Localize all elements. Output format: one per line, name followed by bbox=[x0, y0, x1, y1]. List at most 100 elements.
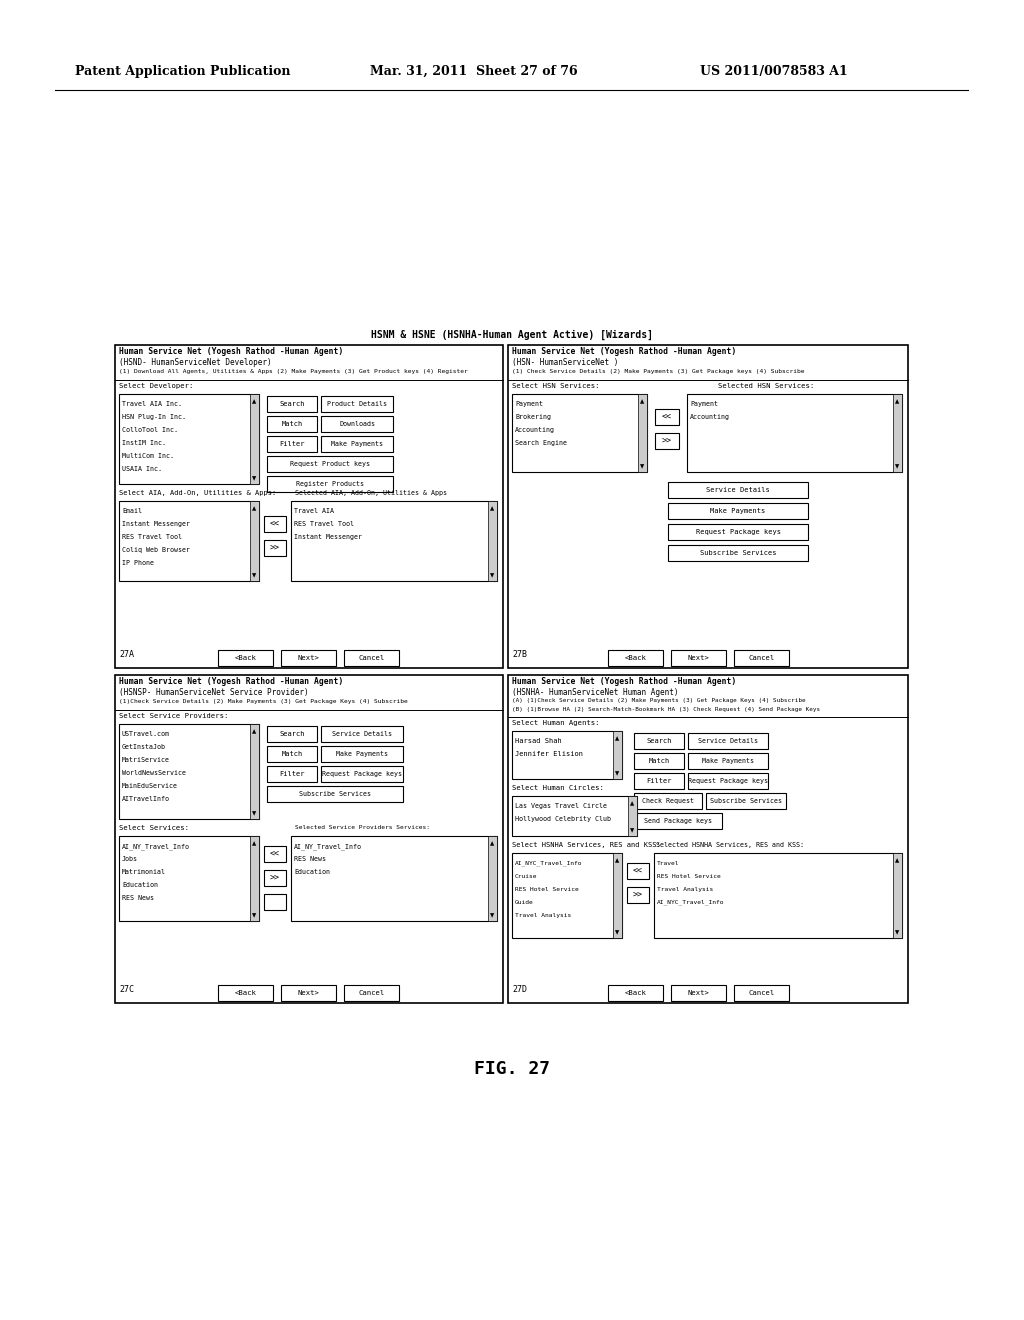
Text: ▲: ▲ bbox=[640, 399, 645, 404]
Text: Instant Messenger: Instant Messenger bbox=[294, 535, 362, 540]
Text: Filter: Filter bbox=[280, 771, 305, 777]
Text: Jobs: Jobs bbox=[122, 857, 138, 862]
Text: Search: Search bbox=[280, 731, 305, 737]
Bar bbox=[267, 396, 317, 412]
Bar bbox=[668, 545, 808, 561]
Text: ▼: ▼ bbox=[490, 573, 495, 578]
Bar bbox=[627, 863, 649, 879]
Text: Filter: Filter bbox=[646, 777, 672, 784]
Bar bbox=[628, 796, 637, 836]
Text: MainEduService: MainEduService bbox=[122, 783, 178, 789]
Text: USAIA Inc.: USAIA Inc. bbox=[122, 466, 162, 473]
Text: Travel Analysis: Travel Analysis bbox=[657, 887, 714, 892]
Text: Matrimonial: Matrimonial bbox=[122, 870, 166, 875]
Text: ▲: ▲ bbox=[615, 858, 620, 863]
Text: Selected AIA, Add-On, Utilities & Apps: Selected AIA, Add-On, Utilities & Apps bbox=[295, 490, 447, 496]
Text: AITravelInfo: AITravelInfo bbox=[122, 796, 170, 803]
Text: Product Details: Product Details bbox=[327, 401, 387, 407]
Text: Send Package keys: Send Package keys bbox=[644, 818, 712, 824]
Bar bbox=[654, 853, 902, 939]
Text: Hollywood Celebrity Club: Hollywood Celebrity Club bbox=[515, 816, 611, 822]
Bar bbox=[250, 502, 259, 581]
Bar bbox=[655, 409, 679, 425]
Bar bbox=[119, 723, 259, 818]
Text: ▲: ▲ bbox=[252, 399, 257, 404]
Text: ▲: ▲ bbox=[252, 841, 257, 846]
Bar bbox=[119, 393, 259, 484]
Text: ▲: ▲ bbox=[490, 841, 495, 846]
Bar bbox=[634, 752, 684, 770]
Bar bbox=[655, 433, 679, 449]
Text: Request Product keys: Request Product keys bbox=[290, 461, 370, 467]
Bar bbox=[634, 774, 684, 789]
Text: Accounting: Accounting bbox=[515, 428, 555, 433]
Bar bbox=[706, 793, 786, 809]
Text: Selected Service Providers Services:: Selected Service Providers Services: bbox=[295, 825, 430, 830]
Text: (HSN- HumanServiceNet ): (HSN- HumanServiceNet ) bbox=[512, 358, 618, 367]
Text: 27A: 27A bbox=[119, 649, 134, 659]
Bar bbox=[734, 649, 790, 667]
Text: ColloTool Inc.: ColloTool Inc. bbox=[122, 428, 178, 433]
Text: 27B: 27B bbox=[512, 649, 527, 659]
Bar bbox=[508, 675, 908, 1003]
Text: Travel Analysis: Travel Analysis bbox=[515, 913, 571, 917]
Bar bbox=[267, 416, 317, 432]
Bar bbox=[634, 813, 722, 829]
Bar bbox=[119, 502, 259, 581]
Text: Human Service Net (Yogesh Rathod -Human Agent): Human Service Net (Yogesh Rathod -Human … bbox=[512, 347, 736, 356]
Text: Match: Match bbox=[282, 751, 303, 756]
Text: Select Human Agents:: Select Human Agents: bbox=[512, 719, 599, 726]
Text: Service Details: Service Details bbox=[698, 738, 758, 744]
Bar bbox=[613, 731, 622, 779]
Text: Payment: Payment bbox=[690, 401, 718, 408]
Text: Subscribe Services: Subscribe Services bbox=[699, 550, 776, 556]
Text: ▼: ▼ bbox=[615, 771, 620, 776]
Text: Check Request: Check Request bbox=[642, 799, 694, 804]
Bar bbox=[627, 887, 649, 903]
Bar bbox=[250, 393, 259, 484]
Text: Request Package keys: Request Package keys bbox=[322, 771, 402, 777]
Bar bbox=[634, 733, 684, 748]
Text: (1) Download All Agents, Utilities & Apps (2) Make Payments (3) Get Product keys: (1) Download All Agents, Utilities & App… bbox=[119, 370, 468, 374]
Bar bbox=[267, 746, 317, 762]
Text: RES Travel Tool: RES Travel Tool bbox=[122, 535, 182, 540]
Bar bbox=[264, 894, 286, 909]
Text: AI_NYC_Travel_Info: AI_NYC_Travel_Info bbox=[657, 900, 725, 906]
Bar bbox=[608, 649, 663, 667]
Bar bbox=[634, 793, 702, 809]
Text: Cancel: Cancel bbox=[358, 990, 385, 997]
Bar bbox=[512, 796, 637, 836]
Text: 27C: 27C bbox=[119, 985, 134, 994]
Text: Next>: Next> bbox=[687, 990, 710, 997]
Text: Request Package keys: Request Package keys bbox=[695, 529, 780, 535]
Bar bbox=[267, 455, 393, 473]
Bar bbox=[668, 524, 808, 540]
Bar bbox=[264, 516, 286, 532]
Bar bbox=[488, 836, 497, 921]
Bar bbox=[281, 985, 336, 1001]
Text: ▲: ▲ bbox=[490, 506, 495, 511]
Bar bbox=[267, 477, 393, 492]
Text: Selected HSNHA Services, RES and KSS:: Selected HSNHA Services, RES and KSS: bbox=[656, 842, 804, 847]
Text: ▼: ▼ bbox=[631, 828, 635, 833]
Text: MultiCom Inc.: MultiCom Inc. bbox=[122, 453, 174, 459]
Text: (HSNHA- HumanServiceNet Human Agent): (HSNHA- HumanServiceNet Human Agent) bbox=[512, 688, 679, 697]
Text: Mar. 31, 2011  Sheet 27 of 76: Mar. 31, 2011 Sheet 27 of 76 bbox=[370, 65, 578, 78]
Text: (HSND- HumanServiceNet Developer): (HSND- HumanServiceNet Developer) bbox=[119, 358, 271, 367]
Text: AI_NY_Travel_Info: AI_NY_Travel_Info bbox=[122, 843, 190, 850]
Text: (1) Check Service Details (2) Make Payments (3) Get Package keys (4) Subscribe: (1) Check Service Details (2) Make Payme… bbox=[512, 370, 805, 374]
Text: <Back: <Back bbox=[625, 990, 646, 997]
Text: <Back: <Back bbox=[625, 655, 646, 661]
Text: <Back: <Back bbox=[234, 990, 256, 997]
Bar bbox=[344, 649, 399, 667]
Text: Subscribe Services: Subscribe Services bbox=[710, 799, 782, 804]
Text: Jennifer Elision: Jennifer Elision bbox=[515, 751, 583, 758]
Text: USTravel.com: USTravel.com bbox=[122, 731, 170, 738]
Bar bbox=[321, 396, 393, 412]
Text: Selected HSN Services:: Selected HSN Services: bbox=[718, 383, 814, 389]
Text: Human Service Net (Yogesh Rathod -Human Agent): Human Service Net (Yogesh Rathod -Human … bbox=[512, 677, 736, 686]
Text: <<: << bbox=[662, 412, 672, 421]
Text: Make Payments: Make Payments bbox=[336, 751, 388, 756]
Bar bbox=[115, 345, 503, 668]
Bar bbox=[267, 785, 403, 803]
